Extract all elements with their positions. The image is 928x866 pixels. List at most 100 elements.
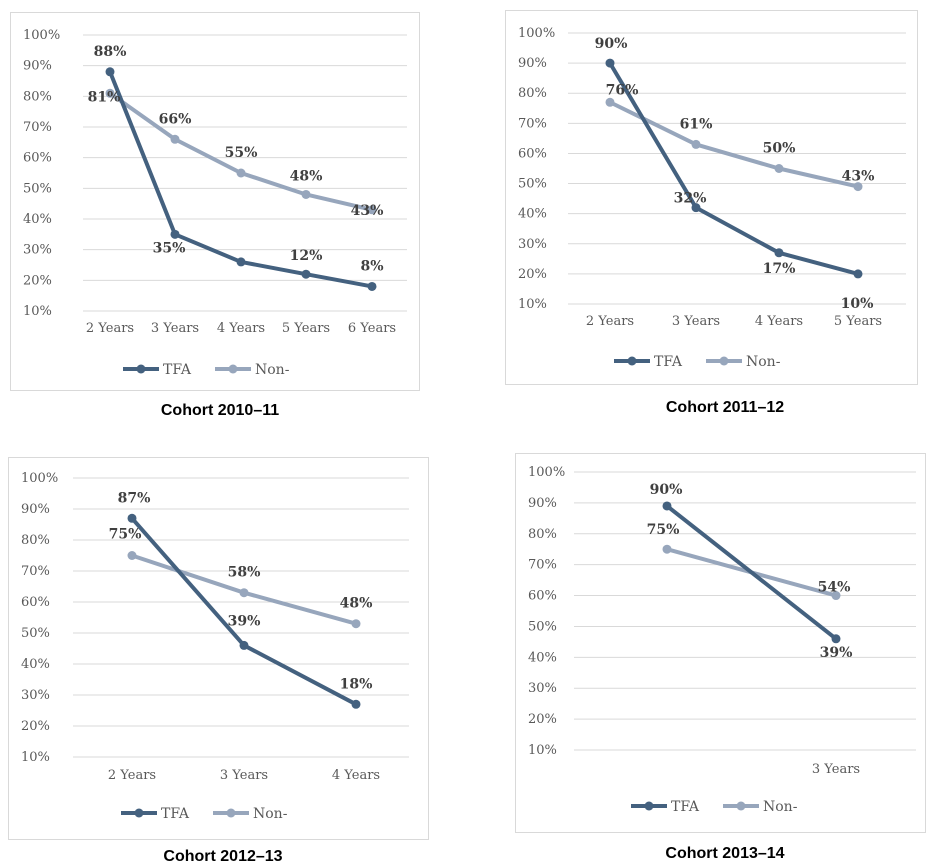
data-point: [351, 619, 361, 629]
data-point: [605, 58, 615, 68]
chart-panel-2012-13: 100% 90% 80% 70% 60% 50% 40% 30% 20% 10% 2 Years 3 …: [8, 457, 429, 840]
x-tick-label: 4 Years: [755, 314, 803, 329]
x-tick-label: 3 Years: [672, 314, 720, 329]
data-label: 81%: [88, 89, 121, 105]
data-label: 75%: [109, 527, 142, 543]
x-tick-label: 5 Years: [834, 314, 882, 329]
y-tick-label: 100%: [528, 465, 565, 480]
data-point: [105, 67, 115, 77]
y-tick-label: 30%: [23, 243, 52, 258]
data-point: [691, 203, 701, 213]
x-tick-label: 2 Years: [86, 321, 134, 336]
data-label: 87%: [118, 490, 151, 506]
data-point: [367, 205, 377, 215]
y-tick-label: 70%: [21, 564, 50, 579]
y-tick-label: 90%: [528, 496, 557, 511]
y-tick-label: 70%: [518, 116, 547, 131]
chart-title-2011-12: Cohort 2011–12: [665, 399, 785, 416]
y-tick-label: 90%: [23, 59, 52, 74]
x-tick-label: 2 Years: [586, 314, 634, 329]
x-tick-label: 4 Years: [217, 321, 265, 336]
legend-label: Non-: [253, 806, 288, 822]
data-point: [367, 281, 377, 291]
legend-swatch-marker: [136, 364, 146, 374]
data-label: 88%: [94, 44, 127, 60]
data-label: 54%: [818, 580, 851, 596]
series-line-tfa: [665, 503, 838, 641]
data-label: 90%: [595, 36, 628, 52]
data-point: [691, 139, 701, 149]
data-label: 17%: [763, 261, 796, 277]
chart-title-2012-13: Cohort 2012–13: [163, 848, 283, 865]
y-tick-label: 50%: [518, 177, 547, 192]
data-point: [301, 189, 311, 199]
x-tick-label: 3 Years: [220, 768, 268, 783]
x-tick-label: 3 Years: [151, 321, 199, 336]
data-point: [831, 634, 841, 644]
y-tick-label: 10%: [21, 750, 50, 765]
legend-label: Non-: [746, 354, 781, 370]
data-point: [170, 229, 180, 239]
y-tick-label: 40%: [23, 212, 52, 227]
series-line-tfa: [608, 61, 860, 276]
series-line-tfa: [108, 69, 374, 289]
y-tick-label: 20%: [518, 267, 547, 282]
data-label: 90%: [650, 482, 683, 498]
legend-label: Non-: [255, 362, 290, 378]
x-tick-label: 5 Years: [282, 321, 330, 336]
data-point: [236, 168, 246, 178]
legend-label: TFA: [163, 362, 192, 378]
y-tick-label: 60%: [528, 589, 557, 604]
data-point: [239, 588, 249, 598]
y-tick-label: 20%: [23, 273, 52, 288]
y-tick-label: 80%: [518, 86, 547, 101]
data-point: [853, 182, 863, 192]
y-tick-label: 60%: [518, 146, 547, 161]
legend-swatch-marker: [627, 356, 637, 366]
data-label: 39%: [820, 645, 853, 661]
data-label: 48%: [340, 596, 373, 612]
y-tick-label: 100%: [21, 471, 58, 486]
y-tick-label: 60%: [21, 595, 50, 610]
data-label: 43%: [842, 169, 875, 185]
data-point: [127, 551, 137, 560]
line-chart-2012-13: 100% 90% 80% 70% 60% 50% 40% 30% 20% 10% 2 Years 3 …: [21, 471, 409, 822]
legend-label: TFA: [654, 354, 683, 370]
y-tick-label: 50%: [23, 181, 52, 196]
y-tick-label: 90%: [21, 502, 50, 517]
data-point: [301, 269, 311, 279]
data-label: 32%: [674, 191, 707, 207]
legend-swatch-marker: [719, 356, 729, 366]
data-label: 43%: [351, 203, 384, 219]
data-label: 35%: [153, 240, 186, 256]
data-label: 48%: [290, 168, 323, 184]
legend-swatch-marker: [736, 801, 746, 811]
data-point: [853, 269, 863, 279]
y-tick-label: 80%: [528, 527, 557, 542]
data-point: [236, 257, 246, 267]
y-tick-label: 10%: [518, 297, 547, 312]
y-tick-label: 60%: [23, 151, 52, 166]
y-tick-label: 80%: [23, 89, 52, 104]
series-line-tfa: [130, 516, 358, 707]
data-label: 75%: [647, 522, 680, 538]
x-tick-label: 4 Years: [332, 768, 380, 783]
y-tick-label: 40%: [21, 657, 50, 672]
data-label: 39%: [228, 613, 261, 629]
y-tick-label: 100%: [518, 26, 555, 41]
y-tick-label: 30%: [518, 237, 547, 252]
series-line-non: [608, 100, 860, 189]
chart-title-2010-11: Cohort 2010–11: [160, 402, 280, 419]
data-label: 18%: [340, 676, 373, 692]
data-point: [774, 164, 784, 173]
data-point: [105, 88, 115, 98]
data-label: 55%: [225, 145, 258, 161]
data-label: 8%: [360, 258, 383, 274]
y-tick-label: 70%: [23, 120, 52, 135]
data-point: [774, 248, 784, 258]
y-tick-label: 40%: [518, 207, 547, 222]
data-point: [239, 640, 249, 650]
y-tick-label: 30%: [21, 688, 50, 703]
y-tick-label: 80%: [21, 533, 50, 548]
data-point: [662, 501, 672, 511]
